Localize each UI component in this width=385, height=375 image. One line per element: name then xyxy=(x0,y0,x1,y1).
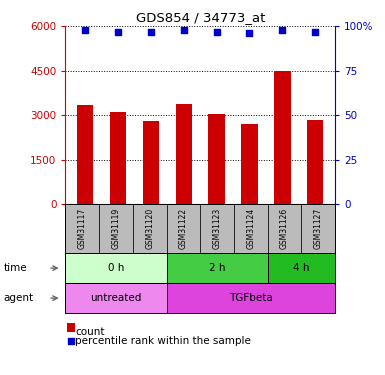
Bar xyxy=(200,204,234,253)
Bar xyxy=(176,104,192,204)
Title: GDS854 / 34773_at: GDS854 / 34773_at xyxy=(136,11,265,24)
Bar xyxy=(166,204,200,253)
Bar xyxy=(65,253,166,283)
Bar xyxy=(234,204,268,253)
Point xyxy=(148,28,154,34)
Bar xyxy=(208,114,225,204)
Point xyxy=(82,27,88,33)
Text: GSM31117: GSM31117 xyxy=(78,208,87,249)
Text: GSM31126: GSM31126 xyxy=(280,208,289,249)
Bar xyxy=(268,204,301,253)
Bar xyxy=(166,253,268,283)
Text: 0 h: 0 h xyxy=(108,263,124,273)
Text: agent: agent xyxy=(4,293,34,303)
Text: GSM31119: GSM31119 xyxy=(112,208,121,249)
Text: percentile rank within the sample: percentile rank within the sample xyxy=(75,336,251,346)
Text: time: time xyxy=(4,263,27,273)
Text: untreated: untreated xyxy=(90,293,142,303)
Bar xyxy=(110,112,126,204)
Bar xyxy=(274,71,291,204)
Bar xyxy=(133,204,166,253)
Text: TGFbeta: TGFbeta xyxy=(229,293,273,303)
Text: GSM31124: GSM31124 xyxy=(246,208,255,249)
Bar xyxy=(99,204,133,253)
Bar xyxy=(268,253,335,283)
Point xyxy=(312,28,318,34)
Bar xyxy=(241,124,258,204)
Text: GSM31123: GSM31123 xyxy=(213,208,221,249)
Bar xyxy=(166,283,335,313)
Bar xyxy=(77,105,94,204)
Bar xyxy=(143,121,159,204)
Text: GSM31122: GSM31122 xyxy=(179,208,188,249)
Point xyxy=(214,28,220,34)
Bar xyxy=(307,120,323,204)
Point xyxy=(181,27,187,33)
Point xyxy=(279,27,285,33)
Bar xyxy=(65,204,99,253)
Point xyxy=(246,30,253,36)
Bar xyxy=(65,283,166,313)
Text: 2 h: 2 h xyxy=(209,263,225,273)
Bar xyxy=(67,323,75,332)
Point xyxy=(115,28,121,34)
Text: count: count xyxy=(75,327,105,337)
Text: GSM31127: GSM31127 xyxy=(314,208,323,249)
Point xyxy=(68,338,74,344)
Text: GSM31120: GSM31120 xyxy=(145,208,154,249)
Bar xyxy=(301,204,335,253)
Text: 4 h: 4 h xyxy=(293,263,310,273)
